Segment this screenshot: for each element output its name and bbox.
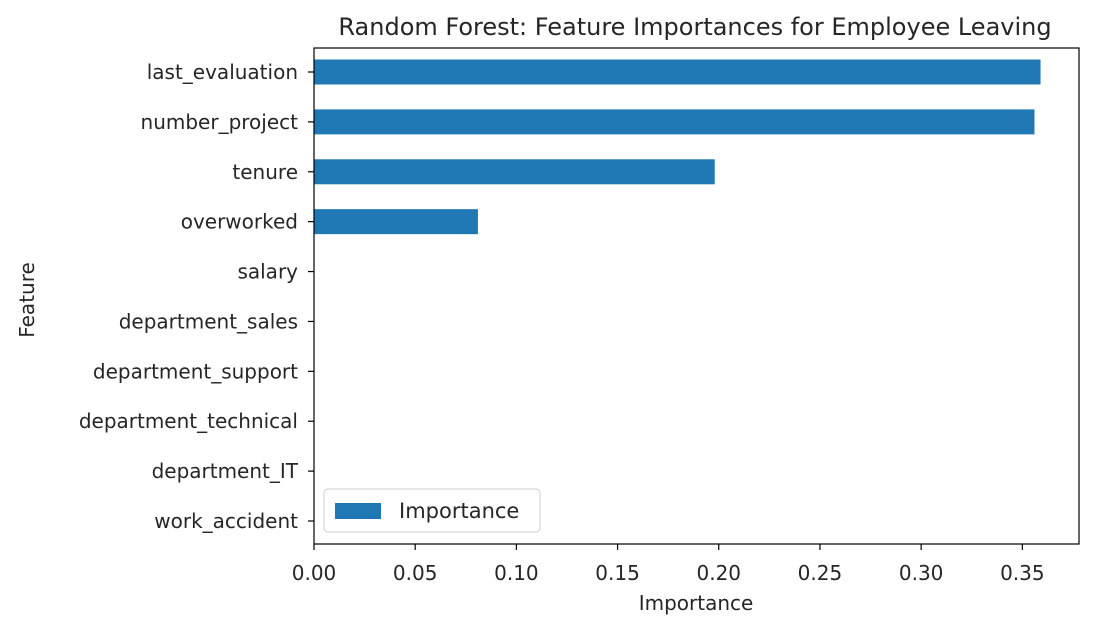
x-tick-label: 0.00 xyxy=(292,561,337,585)
y-tick-label: work_accident xyxy=(154,509,298,533)
bar-tenure xyxy=(314,159,715,185)
y-tick-label: department_technical xyxy=(79,409,298,433)
y-axis-label: Feature xyxy=(15,262,39,338)
y-tick-label: department_support xyxy=(93,359,298,383)
x-tick-label: 0.05 xyxy=(393,561,438,585)
y-tick-label: department_sales xyxy=(119,309,298,333)
legend-swatch xyxy=(335,503,381,519)
bar-last_evaluation xyxy=(314,59,1041,85)
bar-number_project xyxy=(314,109,1035,135)
x-tick-label: 0.35 xyxy=(1000,561,1045,585)
chart-title: Random Forest: Feature Importances for E… xyxy=(338,13,1051,41)
y-tick-label: department_IT xyxy=(152,459,299,483)
legend-label: Importance xyxy=(399,499,519,523)
x-tick-label: 0.15 xyxy=(595,561,640,585)
plot-frame xyxy=(313,47,1080,545)
legend: Importance xyxy=(323,488,541,533)
y-tick-label: number_project xyxy=(141,110,299,134)
x-axis-ticks: 0.00 0.05 0.10 0.15 0.20 0.25 0.30 0.35 xyxy=(292,544,1045,585)
legend-frame xyxy=(323,488,541,533)
x-tick-label: 0.30 xyxy=(899,561,944,585)
y-tick-label: salary xyxy=(237,260,298,284)
y-tick-label: tenure xyxy=(232,160,298,184)
x-axis-label: Importance xyxy=(639,591,754,615)
x-tick-label: 0.20 xyxy=(696,561,741,585)
x-tick-label: 0.25 xyxy=(798,561,843,585)
y-tick-label: overworked xyxy=(181,210,298,234)
bars-layer xyxy=(314,59,1041,235)
bar-overworked xyxy=(314,209,478,235)
y-tick-label: last_evaluation xyxy=(147,60,298,84)
x-tick-label: 0.10 xyxy=(494,561,539,585)
